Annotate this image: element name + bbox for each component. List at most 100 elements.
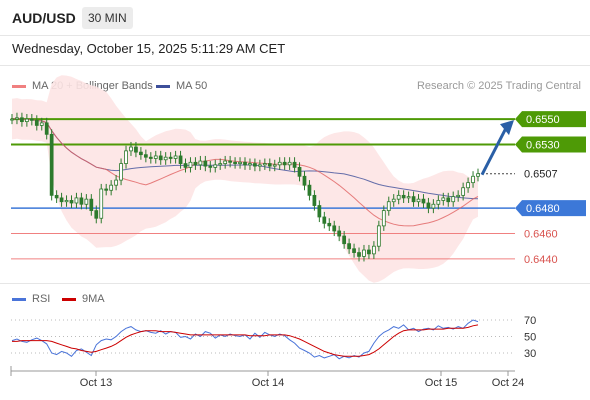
price-label-last: 0.6507 xyxy=(524,169,558,181)
candle-body xyxy=(39,122,44,126)
candle-body xyxy=(401,194,406,199)
candle-body xyxy=(178,155,183,164)
candle-body xyxy=(386,201,391,212)
price-label-resistance: 0.6530 xyxy=(526,140,560,152)
candle-body xyxy=(362,249,366,257)
interval-badge[interactable]: 30 MIN xyxy=(82,7,133,29)
candle-body xyxy=(411,196,416,203)
candle-body xyxy=(233,161,237,164)
candle-body xyxy=(104,188,109,191)
x-tick-label: Oct 24 xyxy=(492,377,524,389)
candle-body xyxy=(79,197,84,205)
candle-body xyxy=(262,163,267,166)
candle-body xyxy=(461,187,465,196)
candle-body xyxy=(248,163,252,166)
candle-body xyxy=(322,216,327,224)
candle-body xyxy=(193,161,198,166)
candle-body xyxy=(54,194,59,199)
candle-body xyxy=(228,160,232,163)
candle-body xyxy=(198,160,203,166)
candle-body xyxy=(342,235,347,245)
candle-body xyxy=(139,151,143,156)
candle-body xyxy=(421,198,426,204)
candle-body xyxy=(44,122,49,135)
candle-body xyxy=(208,165,213,168)
candle-body xyxy=(258,164,262,167)
header-divider xyxy=(0,35,590,36)
chart-header: AUD/USD 30 MIN xyxy=(0,0,590,36)
panel-divider xyxy=(0,283,590,284)
datetime-label: Wednesday, October 15, 2025 5:11:29 AM C… xyxy=(12,41,286,56)
candle-body xyxy=(307,184,312,196)
price-tag-pivot xyxy=(515,200,586,217)
candle-body xyxy=(267,163,272,167)
candle-body xyxy=(148,156,153,159)
candle-body xyxy=(124,150,128,164)
candle-body xyxy=(183,163,188,168)
price-tag-resistance xyxy=(515,111,586,128)
candle-body xyxy=(471,175,475,184)
candle-body xyxy=(332,225,337,232)
candle-body xyxy=(357,252,361,257)
candle-body xyxy=(203,160,208,167)
candle-body xyxy=(446,197,451,203)
candle-body xyxy=(347,243,351,250)
candle-body xyxy=(396,194,401,200)
candle-body xyxy=(292,161,297,168)
price-label-resistance: 0.6550 xyxy=(526,114,560,126)
rsi-ma-line xyxy=(12,324,479,357)
candle-body xyxy=(188,161,193,168)
candle-body xyxy=(34,119,39,126)
candle-body xyxy=(114,179,118,186)
candle-body xyxy=(64,200,69,203)
candle-body xyxy=(367,249,371,255)
ma20-swatch xyxy=(12,84,26,88)
candle-body xyxy=(20,117,24,123)
rsi-swatch xyxy=(12,297,26,301)
candle-body xyxy=(243,161,247,166)
x-tick-label: Oct 14 xyxy=(252,377,284,389)
candle-body xyxy=(15,117,19,120)
candle-body xyxy=(253,163,257,167)
candle-body xyxy=(466,182,470,189)
candle-body xyxy=(119,163,123,181)
candle-body xyxy=(223,160,228,164)
candle-body xyxy=(297,166,302,177)
candle-body xyxy=(163,156,168,161)
candle-body xyxy=(49,133,54,196)
candle-body xyxy=(168,156,173,159)
candle-body xyxy=(129,146,133,152)
price-label-support: 0.6440 xyxy=(524,254,558,266)
candle-body xyxy=(312,194,317,206)
rsi-ma-label: 9MA xyxy=(82,293,105,305)
price-label-support: 0.6460 xyxy=(524,229,558,241)
candle-body xyxy=(317,205,322,218)
candle-body xyxy=(218,163,223,166)
forecast-arrow-head xyxy=(500,120,514,136)
candle-body xyxy=(287,161,292,166)
bollinger-band xyxy=(12,75,478,283)
symbol-title: AUD/USD xyxy=(12,10,76,26)
candle-body xyxy=(158,155,163,161)
candle-body xyxy=(143,154,148,158)
subheader-divider xyxy=(0,65,590,66)
legend-rsi-ma: 9MA xyxy=(62,293,105,305)
candle-body xyxy=(69,200,74,204)
legend-ma50: MA 50 xyxy=(156,80,207,92)
candle-body xyxy=(84,198,89,205)
candle-body xyxy=(431,203,436,209)
candle-body xyxy=(134,146,138,153)
rsi-tick-label: 70 xyxy=(524,315,536,327)
candle-body xyxy=(391,198,396,203)
candle-body xyxy=(426,202,431,209)
candle-body xyxy=(10,118,14,121)
candle-body xyxy=(99,188,104,219)
candle-body xyxy=(213,164,218,168)
candle-body xyxy=(381,210,386,227)
candle-body xyxy=(476,173,480,177)
candle-body xyxy=(277,161,282,166)
candle-body xyxy=(406,196,411,199)
candle-body xyxy=(376,225,381,247)
candle-body xyxy=(282,161,287,166)
